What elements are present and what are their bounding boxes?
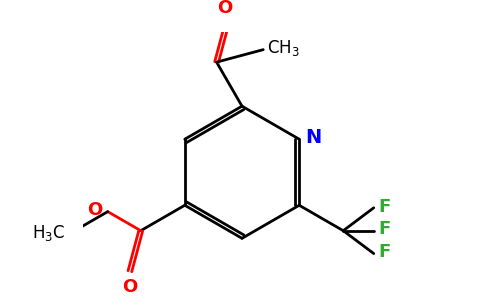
Text: O: O <box>217 0 232 16</box>
Text: F: F <box>379 243 391 261</box>
Text: O: O <box>88 201 103 219</box>
Text: N: N <box>305 128 322 147</box>
Text: CH$_3$: CH$_3$ <box>267 38 300 58</box>
Text: F: F <box>379 197 391 215</box>
Text: H$_3$C: H$_3$C <box>32 223 65 243</box>
Text: O: O <box>122 278 137 296</box>
Text: F: F <box>379 220 391 238</box>
